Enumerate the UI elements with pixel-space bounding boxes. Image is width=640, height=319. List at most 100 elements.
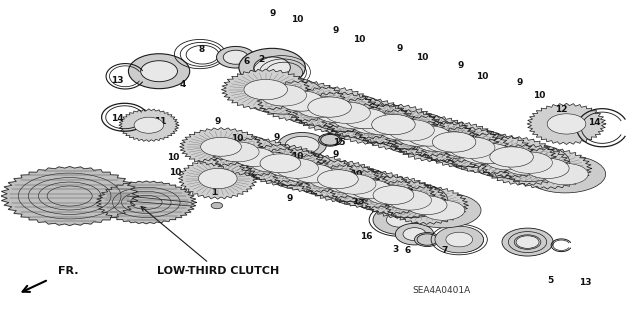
Polygon shape bbox=[330, 170, 413, 209]
Text: 8: 8 bbox=[199, 45, 205, 55]
Ellipse shape bbox=[502, 228, 553, 256]
Text: LOW-THIRD CLUTCH: LOW-THIRD CLUTCH bbox=[141, 206, 280, 276]
Text: 5: 5 bbox=[547, 276, 553, 285]
Text: 12: 12 bbox=[555, 105, 568, 114]
Ellipse shape bbox=[372, 115, 415, 135]
Ellipse shape bbox=[307, 94, 388, 132]
Ellipse shape bbox=[396, 223, 434, 245]
Ellipse shape bbox=[406, 123, 488, 160]
Polygon shape bbox=[96, 181, 196, 224]
Polygon shape bbox=[349, 104, 438, 145]
Text: 9: 9 bbox=[332, 150, 339, 159]
Text: 10: 10 bbox=[231, 134, 243, 143]
Ellipse shape bbox=[446, 232, 472, 247]
Ellipse shape bbox=[280, 91, 323, 111]
Ellipse shape bbox=[344, 108, 387, 129]
Ellipse shape bbox=[134, 117, 164, 133]
Ellipse shape bbox=[384, 190, 425, 209]
Ellipse shape bbox=[319, 133, 342, 146]
Text: FR.: FR. bbox=[58, 266, 79, 276]
Ellipse shape bbox=[387, 212, 413, 227]
Ellipse shape bbox=[468, 143, 511, 164]
Ellipse shape bbox=[296, 96, 342, 117]
Ellipse shape bbox=[279, 88, 360, 126]
Ellipse shape bbox=[260, 154, 301, 173]
Text: 10: 10 bbox=[167, 153, 179, 162]
Ellipse shape bbox=[223, 50, 248, 64]
Text: 4: 4 bbox=[179, 80, 186, 89]
Ellipse shape bbox=[285, 136, 319, 154]
Ellipse shape bbox=[317, 167, 392, 202]
Ellipse shape bbox=[433, 132, 476, 152]
Ellipse shape bbox=[244, 79, 287, 100]
Text: 10: 10 bbox=[353, 35, 366, 44]
Polygon shape bbox=[321, 98, 410, 139]
Text: 2: 2 bbox=[258, 55, 264, 64]
Ellipse shape bbox=[211, 202, 223, 209]
Ellipse shape bbox=[442, 134, 524, 172]
Ellipse shape bbox=[373, 186, 414, 204]
Polygon shape bbox=[221, 69, 310, 110]
Ellipse shape bbox=[315, 100, 396, 137]
Ellipse shape bbox=[267, 158, 308, 176]
Text: 10: 10 bbox=[170, 168, 182, 177]
Polygon shape bbox=[467, 136, 556, 178]
Ellipse shape bbox=[484, 149, 531, 170]
Ellipse shape bbox=[396, 125, 442, 146]
Ellipse shape bbox=[431, 129, 513, 167]
Ellipse shape bbox=[216, 47, 255, 68]
Text: 15: 15 bbox=[333, 137, 346, 146]
Ellipse shape bbox=[388, 190, 431, 210]
Polygon shape bbox=[272, 154, 355, 193]
Ellipse shape bbox=[216, 142, 259, 162]
Ellipse shape bbox=[460, 143, 506, 164]
Polygon shape bbox=[305, 164, 388, 203]
Ellipse shape bbox=[326, 171, 401, 206]
Polygon shape bbox=[239, 144, 322, 182]
Text: 10: 10 bbox=[349, 170, 362, 179]
Text: 10: 10 bbox=[291, 152, 303, 161]
Polygon shape bbox=[246, 148, 329, 186]
Ellipse shape bbox=[373, 205, 427, 234]
Ellipse shape bbox=[351, 180, 392, 199]
Ellipse shape bbox=[278, 132, 326, 158]
Text: 9: 9 bbox=[332, 26, 339, 35]
Text: 9: 9 bbox=[516, 78, 523, 87]
Ellipse shape bbox=[371, 111, 452, 149]
Ellipse shape bbox=[506, 152, 552, 173]
Text: 13: 13 bbox=[579, 278, 591, 287]
Ellipse shape bbox=[243, 77, 324, 114]
Ellipse shape bbox=[422, 200, 465, 220]
Ellipse shape bbox=[350, 177, 426, 212]
Ellipse shape bbox=[547, 114, 586, 134]
Ellipse shape bbox=[141, 61, 177, 82]
Ellipse shape bbox=[525, 158, 569, 179]
Ellipse shape bbox=[490, 147, 533, 167]
Ellipse shape bbox=[406, 196, 447, 215]
Ellipse shape bbox=[333, 174, 376, 194]
Polygon shape bbox=[385, 115, 474, 157]
Ellipse shape bbox=[504, 155, 547, 175]
Ellipse shape bbox=[266, 155, 342, 190]
Ellipse shape bbox=[415, 131, 459, 152]
Text: 6: 6 bbox=[404, 246, 411, 255]
Polygon shape bbox=[363, 180, 446, 219]
Polygon shape bbox=[392, 121, 481, 162]
Text: 9: 9 bbox=[269, 9, 276, 18]
Polygon shape bbox=[293, 92, 381, 133]
Text: 14: 14 bbox=[588, 117, 601, 127]
Ellipse shape bbox=[292, 161, 368, 196]
Ellipse shape bbox=[343, 106, 424, 143]
Text: 10: 10 bbox=[533, 92, 545, 100]
Ellipse shape bbox=[380, 120, 423, 140]
Ellipse shape bbox=[388, 120, 435, 141]
Ellipse shape bbox=[403, 228, 426, 241]
Text: 9: 9 bbox=[273, 133, 280, 142]
Text: 11: 11 bbox=[154, 117, 166, 126]
Text: 9: 9 bbox=[396, 44, 403, 53]
Ellipse shape bbox=[467, 140, 548, 178]
Ellipse shape bbox=[525, 155, 605, 193]
Polygon shape bbox=[352, 176, 435, 214]
Polygon shape bbox=[410, 122, 499, 163]
Ellipse shape bbox=[201, 137, 241, 156]
